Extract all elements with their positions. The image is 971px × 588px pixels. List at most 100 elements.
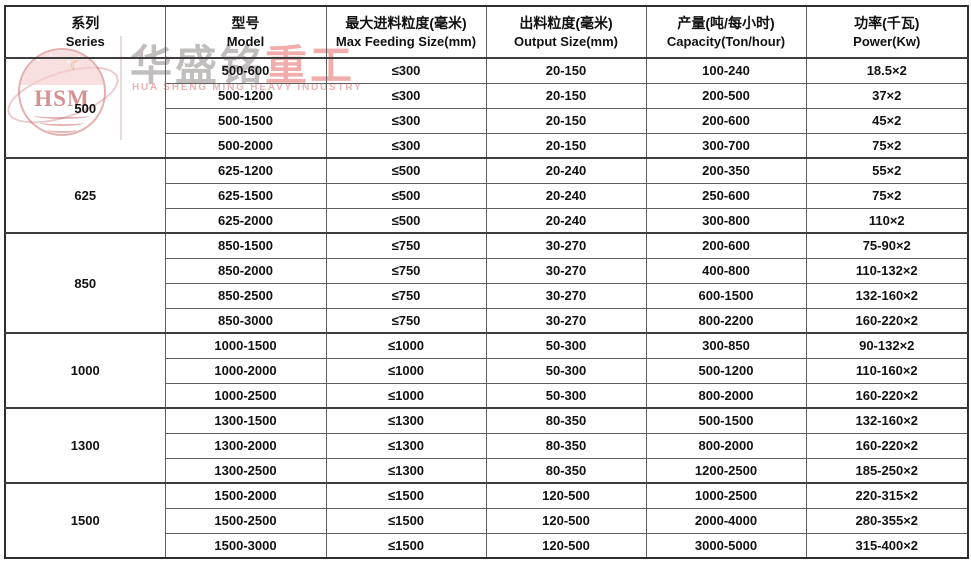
cell-model: 850-1500: [164, 232, 327, 259]
col-header-max-feeding-cn: 最大进料粒度(毫米): [345, 15, 467, 31]
cell-max-feeding: ≤750: [325, 257, 487, 284]
cell-model: 1500-2000: [164, 482, 327, 509]
table-row: 1000 1000-1500 ≤1000 50-300 300-850 90-132×2: [4, 332, 969, 409]
table-row: 500-2000 ≤300 20-150 300-700 75×2: [5, 132, 969, 159]
cell-max-feeding: ≤750: [325, 282, 487, 309]
cell-power: 160-220×2: [805, 382, 969, 409]
cell-model: 850-2000: [164, 257, 327, 284]
table-row: 500-1200 ≤300 20-150 200-500 37×2: [5, 82, 969, 109]
cell-output: 30-270: [485, 232, 647, 259]
cell-power: 185-250×2: [805, 457, 969, 484]
cell-output: 120-500: [485, 532, 647, 559]
cell-series: 1500: [4, 482, 166, 559]
cell-output: 20-150: [485, 82, 647, 109]
col-header-series: 系列 Series: [4, 5, 166, 59]
cell-max-feeding: ≤500: [325, 182, 487, 209]
cell-max-feeding: ≤1300: [325, 407, 487, 434]
cell-capacity: 800-2200: [645, 307, 807, 334]
cell-power: 55×2: [805, 157, 969, 184]
cell-capacity: 800-2000: [645, 432, 807, 459]
cell-power: 160-220×2: [805, 432, 969, 459]
spec-table: 系列 Series 型号 Model 最大进料粒度(毫米) Max Feedin…: [4, 5, 969, 559]
cell-model: 1000-1500: [164, 332, 327, 359]
cell-max-feeding: ≤500: [325, 207, 487, 234]
col-header-capacity-en: Capacity(Ton/hour): [666, 34, 786, 49]
cell-capacity: 1000-2500: [645, 482, 807, 509]
cell-model: 625-1200: [164, 157, 327, 184]
table-row: 500 500-600 ≤300 20-150 100-240 18.5×2: [4, 57, 969, 159]
cell-capacity: 250-600: [645, 182, 807, 209]
cell-capacity: 200-600: [645, 232, 807, 259]
cell-power: 132-160×2: [805, 407, 969, 434]
cell-model: 500-600: [164, 57, 327, 84]
cell-model: 625-1500: [164, 182, 327, 209]
cell-output: 80-350: [485, 407, 647, 434]
cell-model: 1300-2000: [164, 432, 327, 459]
cell-capacity: 500-1500: [645, 407, 807, 434]
cell-power: 220-315×2: [805, 482, 969, 509]
cell-output: 20-240: [485, 207, 647, 234]
cell-max-feeding: ≤300: [325, 107, 487, 134]
cell-model: 1000-2500: [164, 382, 327, 409]
cell-max-feeding: ≤1000: [325, 382, 487, 409]
table-row: 850-3000 ≤750 30-270 800-2200 160-220×2: [5, 307, 969, 334]
col-header-max-feeding: 最大进料粒度(毫米) Max Feeding Size(mm): [325, 5, 487, 59]
col-header-model: 型号 Model: [164, 5, 327, 59]
cell-power: 75×2: [805, 132, 969, 159]
table-row: 850 850-1500 ≤750 30-270 200-600 75-90×2: [4, 232, 969, 334]
cell-model: 500-1200: [164, 82, 327, 109]
cell-series: 1300: [4, 407, 166, 484]
table-row: 500-1500 ≤300 20-150 200-600 45×2: [5, 107, 969, 134]
header-row: 系列 Series 型号 Model 最大进料粒度(毫米) Max Feedin…: [4, 5, 969, 59]
cell-output: 50-300: [485, 357, 647, 384]
table-row: 850-2500 ≤750 30-270 600-1500 132-160×2: [5, 282, 969, 309]
cell-series: 1000: [4, 332, 166, 409]
cell-capacity: 2000-4000: [645, 507, 807, 534]
cell-model: 625-2000: [164, 207, 327, 234]
cell-capacity: 300-850: [645, 332, 807, 359]
cell-power: 37×2: [805, 82, 969, 109]
cell-max-feeding: ≤750: [325, 232, 487, 259]
table-row: 1300 1300-1500 ≤1300 80-350 500-1500 132-160×…: [4, 407, 969, 484]
col-header-output: 出料粒度(毫米) Output Size(mm): [485, 5, 647, 59]
cell-max-feeding: ≤1500: [325, 482, 487, 509]
col-header-output-en: Output Size(mm): [514, 34, 618, 49]
cell-power: 110×2: [805, 207, 969, 234]
cell-capacity: 800-2000: [645, 382, 807, 409]
cell-max-feeding: ≤300: [325, 57, 487, 84]
cell-capacity: 100-240: [645, 57, 807, 84]
cell-power: 45×2: [805, 107, 969, 134]
cell-model: 1300-2500: [164, 457, 327, 484]
cell-model: 1500-2500: [164, 507, 327, 534]
cell-series: 625: [4, 157, 166, 234]
cell-max-feeding: ≤1500: [325, 532, 487, 559]
cell-model: 500-1500: [164, 107, 327, 134]
table-row: 625-1500 ≤500 20-240 250-600 75×2: [5, 182, 969, 209]
cell-model: 850-2500: [164, 282, 327, 309]
cell-capacity: 300-800: [645, 207, 807, 234]
cell-output: 30-270: [485, 282, 647, 309]
col-header-capacity: 产量(吨/每小时) Capacity(Ton/hour): [645, 5, 807, 59]
cell-output: 80-350: [485, 457, 647, 484]
cell-series: 500: [4, 57, 166, 159]
cell-output: 80-350: [485, 432, 647, 459]
cell-model: 850-3000: [164, 307, 327, 334]
table-row: 1500-3000 ≤1500 120-500 3000-5000 315-400×2: [5, 532, 969, 559]
cell-power: 110-160×2: [805, 357, 969, 384]
cell-output: 20-150: [485, 132, 647, 159]
cell-output: 30-270: [485, 307, 647, 334]
cell-max-feeding: ≤300: [325, 82, 487, 109]
col-header-capacity-cn: 产量(吨/每小时): [677, 15, 775, 31]
col-header-model-cn: 型号: [231, 15, 260, 31]
col-header-series-cn: 系列: [71, 15, 100, 31]
cell-power: 110-132×2: [805, 257, 969, 284]
cell-output: 120-500: [485, 482, 647, 509]
cell-model: 1500-3000: [164, 532, 327, 559]
cell-capacity: 3000-5000: [645, 532, 807, 559]
table-row: 1500 1500-2000 ≤1500 120-500 1000-2500 220-31…: [4, 482, 969, 559]
col-header-power: 功率(千瓦) Power(Kw): [805, 5, 969, 59]
cell-capacity: 300-700: [645, 132, 807, 159]
cell-power: 75-90×2: [805, 232, 969, 259]
cell-output: 120-500: [485, 507, 647, 534]
